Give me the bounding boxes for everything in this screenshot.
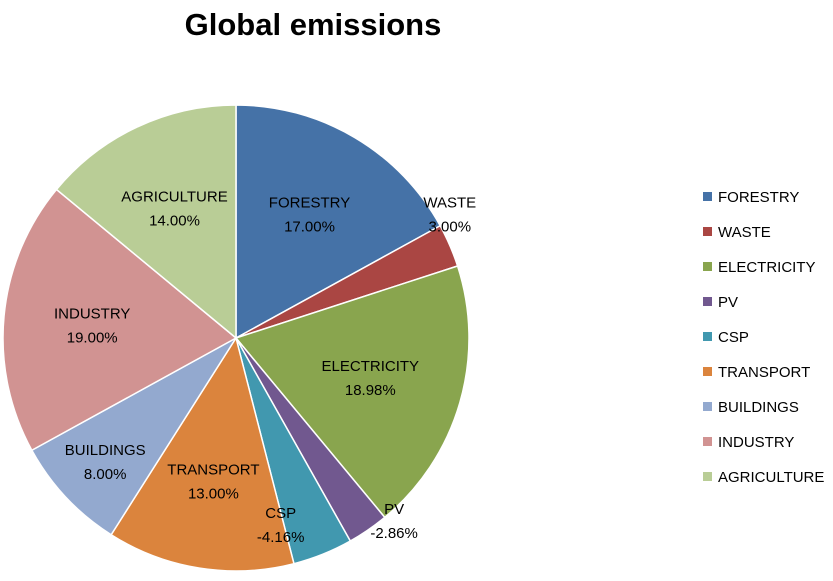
slice-value: 8.00% bbox=[84, 466, 127, 483]
legend: FORESTRY WASTE ELECTRICITY PV CSP TRANSPORT BU… bbox=[703, 189, 824, 486]
legend-swatch bbox=[703, 472, 712, 481]
slice-category: PV bbox=[384, 501, 404, 518]
slice-agriculture bbox=[55, 104, 237, 340]
legend-swatch bbox=[703, 367, 712, 376]
slice-value: -4.16% bbox=[257, 529, 305, 546]
legend-swatch bbox=[703, 437, 712, 446]
slice-category: TRANSPORT bbox=[167, 462, 259, 479]
pie-slices bbox=[2, 104, 470, 572]
legend-item-transport: TRANSPORT bbox=[703, 364, 810, 381]
slice-label-transport: TRANSPORT 13.00% bbox=[167, 462, 259, 503]
slice-electricity bbox=[234, 265, 470, 519]
legend-item-electricity: ELECTRICITY bbox=[703, 259, 816, 276]
slice-category: CSP bbox=[265, 505, 296, 522]
legend-label: WASTE bbox=[718, 224, 771, 241]
slice-label-buildings: BUILDINGS 8.00% bbox=[65, 442, 146, 483]
chart-title: Global emissions bbox=[185, 7, 442, 42]
slice-transport bbox=[110, 336, 295, 572]
slice-label-pv: PV -2.86% bbox=[370, 501, 418, 542]
slice-label-csp: CSP -4.16% bbox=[257, 505, 305, 546]
slice-forestry bbox=[235, 104, 442, 340]
slice-industry bbox=[2, 188, 238, 452]
slice-category: AGRICULTURE bbox=[121, 188, 227, 205]
slice-value: -2.86% bbox=[370, 525, 418, 542]
slice-label-electricity: ELECTRICITY 18.98% bbox=[322, 358, 420, 399]
legend-item-pv: PV bbox=[703, 294, 738, 311]
slice-value: 17.00% bbox=[284, 219, 335, 236]
legend-item-waste: WASTE bbox=[703, 224, 771, 241]
legend-swatch bbox=[703, 227, 712, 236]
slice-value: 13.00% bbox=[188, 486, 239, 503]
slice-label-industry: INDUSTRY 19.00% bbox=[54, 305, 130, 346]
slice-buildings bbox=[30, 337, 237, 536]
legend-swatch bbox=[703, 402, 712, 411]
slice-category: WASTE bbox=[423, 195, 476, 212]
slice-label-agriculture: AGRICULTURE 14.00% bbox=[121, 188, 227, 229]
legend-swatch bbox=[703, 192, 712, 201]
legend-label: FORESTRY bbox=[718, 189, 799, 206]
legend-item-agriculture: AGRICULTURE bbox=[703, 469, 824, 486]
slice-value: 19.00% bbox=[67, 329, 118, 346]
legend-label: ELECTRICITY bbox=[718, 259, 816, 276]
legend-label: AGRICULTURE bbox=[718, 469, 824, 486]
legend-item-industry: INDUSTRY bbox=[703, 434, 794, 451]
slice-category: ELECTRICITY bbox=[322, 358, 420, 375]
legend-swatch bbox=[703, 297, 712, 306]
slice-value: 3.00% bbox=[429, 219, 472, 236]
slice-value: 18.98% bbox=[345, 382, 396, 399]
legend-item-csp: CSP bbox=[703, 329, 749, 346]
slice-category: INDUSTRY bbox=[54, 305, 130, 322]
slice-label-waste: WASTE 3.00% bbox=[423, 195, 476, 236]
slice-category: BUILDINGS bbox=[65, 442, 146, 459]
legend-label: INDUSTRY bbox=[718, 434, 794, 451]
legend-label: BUILDINGS bbox=[718, 399, 799, 416]
legend-item-forestry: FORESTRY bbox=[703, 189, 799, 206]
legend-label: CSP bbox=[718, 329, 749, 346]
legend-label: PV bbox=[718, 294, 738, 311]
slice-label-forestry: FORESTRY 17.00% bbox=[269, 195, 350, 236]
legend-item-buildings: BUILDINGS bbox=[703, 399, 799, 416]
slice-labels: FORESTRY 17.00% WASTE 3.00% ELECTRICITY 18.98… bbox=[54, 188, 476, 546]
legend-label: TRANSPORT bbox=[718, 364, 810, 381]
slice-category: FORESTRY bbox=[269, 195, 350, 212]
legend-swatch bbox=[703, 332, 712, 341]
legend-swatch bbox=[703, 262, 712, 271]
slice-value: 14.00% bbox=[149, 212, 200, 229]
